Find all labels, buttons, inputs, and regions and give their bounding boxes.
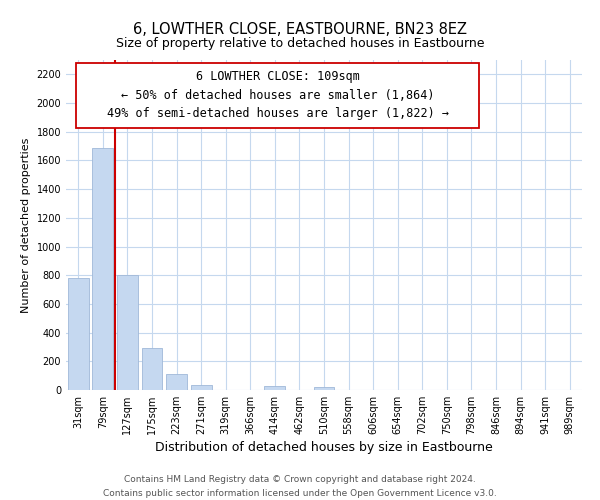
Text: Contains HM Land Registry data © Crown copyright and database right 2024.
Contai: Contains HM Land Registry data © Crown c… bbox=[103, 476, 497, 498]
Text: 6 LOWTHER CLOSE: 109sqm
← 50% of detached houses are smaller (1,864)
49% of semi: 6 LOWTHER CLOSE: 109sqm ← 50% of detache… bbox=[107, 70, 449, 120]
Text: Size of property relative to detached houses in Eastbourne: Size of property relative to detached ho… bbox=[116, 38, 484, 51]
Bar bbox=[142, 348, 163, 390]
Bar bbox=[166, 374, 187, 390]
Bar bbox=[314, 387, 334, 390]
Bar bbox=[68, 278, 89, 390]
Bar bbox=[117, 275, 138, 390]
X-axis label: Distribution of detached houses by size in Eastbourne: Distribution of detached houses by size … bbox=[155, 441, 493, 454]
Bar bbox=[265, 386, 286, 390]
Text: 6, LOWTHER CLOSE, EASTBOURNE, BN23 8EZ: 6, LOWTHER CLOSE, EASTBOURNE, BN23 8EZ bbox=[133, 22, 467, 38]
Bar bbox=[92, 148, 113, 390]
Y-axis label: Number of detached properties: Number of detached properties bbox=[21, 138, 31, 312]
FancyBboxPatch shape bbox=[76, 64, 479, 128]
Bar bbox=[191, 385, 212, 390]
